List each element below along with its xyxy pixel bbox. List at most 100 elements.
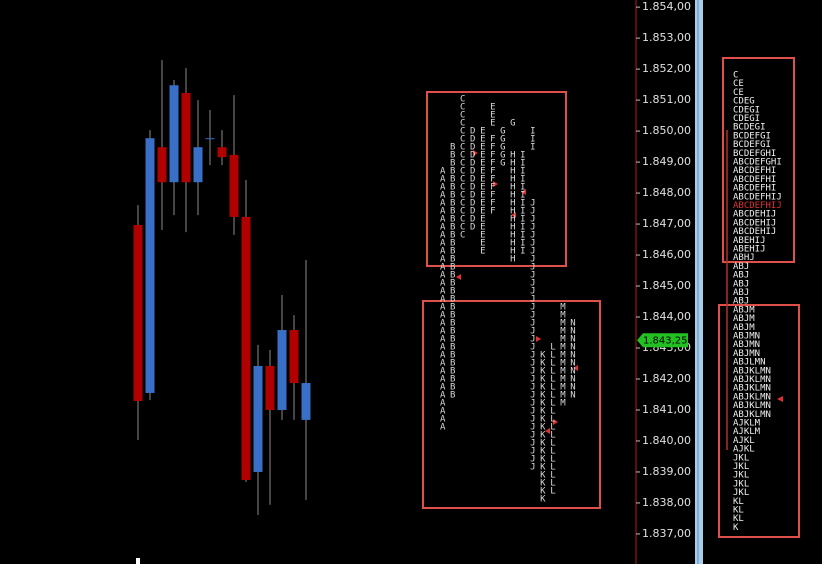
profile-row: KL [440,471,560,481]
profile-row: ABJM [733,314,755,324]
candle-body [145,138,155,393]
profile-row: K [733,523,739,533]
profile-row: AB JKLMN [440,375,580,385]
profile-row: AJKL [733,436,755,446]
profile-row: AB J [440,295,540,305]
profile-row: AB J LMN [440,343,580,353]
marker [536,336,541,342]
profile-row: ABJLMN [733,358,766,368]
profile-row: ABJ [733,271,749,281]
profile-row: CDEFG I [440,135,540,145]
profile-row: ABCDEF HIJ [440,207,540,217]
profile-row: KL [733,506,744,516]
profile-row: CDEGI [733,114,760,124]
profile-row: AB JKLMN [440,383,580,393]
profile-row: ABCDEFHIJ [733,201,782,211]
profile-row: BCDEFG I [440,143,540,153]
profile-row: ABCDEFHI [733,175,776,185]
profile-row: ABCDEHIJ [733,218,776,228]
profile-row: A JKLM [440,399,570,409]
profile-row: BCDEFGHI [733,149,776,159]
profile-row: AB E HIJ [440,247,540,257]
profile-row: AB J M [440,303,570,313]
profile-row: BCDEFGI [733,140,771,150]
profile-row: AJKL [733,445,755,455]
profile-row: KL [440,487,560,497]
marker [545,428,550,434]
candle-body [241,216,251,481]
profile-row: AB J MN [440,335,580,345]
profile-row: KL [440,479,560,489]
profile-row: ABCDEFHI [733,166,776,176]
profile-row: C [440,95,470,105]
profile-row: JKL [440,439,560,449]
profile-row: JKL [733,488,749,498]
profile-row: ABJ [733,288,749,298]
profile-row: AB J [440,279,540,289]
profile-box [722,57,795,263]
y-tick-label: 1.839,00 [642,465,691,478]
profile-row: ABCDEFHI [733,184,776,194]
profile-row: AB J [440,287,540,297]
marker [493,181,498,187]
profile-row: ABJKLMN [733,410,771,420]
profile-row: ABCDEF HI [440,191,530,201]
profile-row: ABCDE HIJ [440,215,540,225]
profile-row: JKL [440,463,560,473]
candle-body [289,330,299,384]
profile-row: JKL [733,462,749,472]
profile-row: AJKLM [733,419,761,429]
profile-row: ABCDEHIJ [733,227,776,237]
profile-row: K [440,495,550,505]
y-tick-label: 1.852,00 [642,62,691,75]
profile-row: AJKLM [733,427,761,437]
profile-row: JKL [440,447,560,457]
cursor-mark [136,558,140,564]
profile-row: CDEGI [733,105,760,115]
profile-row: ABJM [733,323,755,333]
marker [521,189,526,195]
candle-body [193,147,203,183]
profile-row: C E [440,103,500,113]
candle-body [277,330,287,410]
profile-row: ABEHIJ [733,245,766,255]
y-tick-label: 1.848,00 [642,186,691,199]
profile-row: ABCDEHIJ [733,210,776,220]
profile-row: ABJKLMN [733,366,771,376]
y-tick-label: 1.854,00 [642,0,691,13]
y-tick-label: 1.842,00 [642,372,691,385]
y-tick-label: 1.840,00 [642,434,691,447]
profile-row: CE [733,79,744,89]
profile-row: AB J MN [440,319,580,329]
profile-row: BCDEFGHI [440,159,530,169]
candle-body [157,147,167,183]
candle-body [181,92,191,183]
y-tick-label: 1.853,00 [642,31,691,44]
profile-row: JKL [733,479,749,489]
profile-row: ABCDEF HI [440,167,530,177]
current-price-label: 1.843,25 [643,335,688,346]
profile-row: ABCDEFGHI [733,158,782,168]
profile-row: AB JKLMN [440,367,580,377]
profile-row: A JKL [440,407,560,417]
candle-body [169,85,179,183]
profile-row: ABJ [733,262,749,272]
profile-row: ABJKLMN [733,375,771,385]
y-tick-label: 1.844,00 [642,310,691,323]
candle-body [253,365,263,472]
profile-row: A JKL [440,415,560,425]
marker [777,396,783,402]
y-tick-label: 1.847,00 [642,217,691,230]
y-tick-label: 1.849,00 [642,155,691,168]
profile-row: ABJMN [733,340,760,350]
profile-row: BCDEFGI [733,131,771,141]
profile-row: JKL [733,453,749,463]
profile-row: AB J M [440,311,570,321]
marker [511,212,516,218]
marker [456,274,461,280]
current-price-tag [637,333,688,348]
y-tick-label: 1.845,00 [642,279,691,292]
profile-row: CE [733,88,744,98]
profile-row: JKL [440,455,560,465]
